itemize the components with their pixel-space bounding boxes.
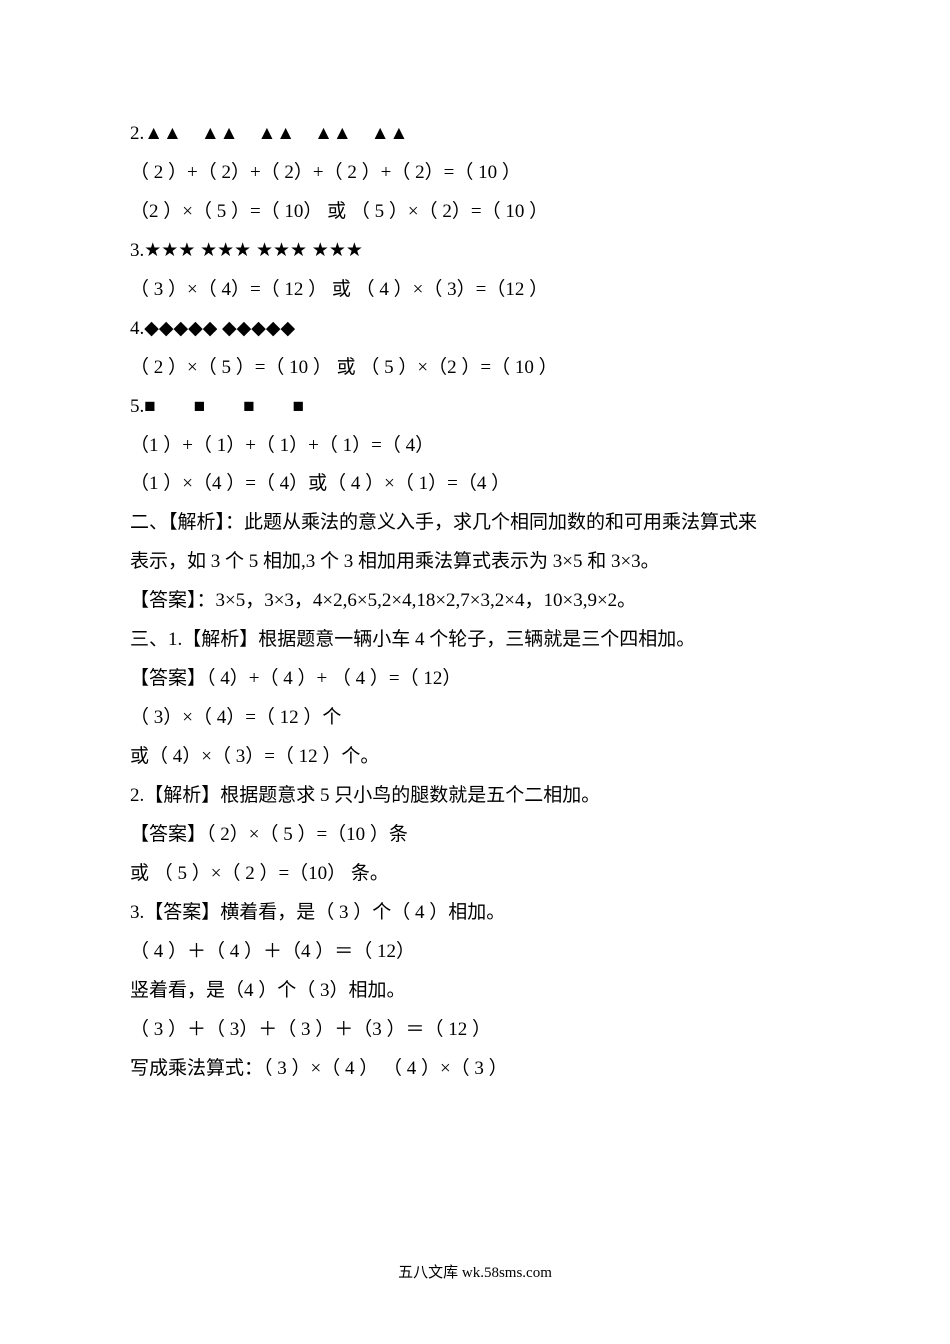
line-q3-multiplication: （ 3 ）×（ 4）=（ 12 ） 或 （ 4 ）×（ 3）=（12 ）: [130, 271, 820, 310]
page-footer: 五八文库 wk.58sms.com: [0, 1258, 950, 1289]
line-section3-q2-analysis: 2.【解析】根据题意求 5 只小鸟的腿数就是五个二相加。: [130, 777, 820, 816]
line-q5-addition: （1 ）+（ 1）+（ 1）+（ 1）=（ 4）: [130, 427, 820, 466]
line-section3-q1-analysis: 三、1.【解析】根据题意一辆小车 4 个轮子，三辆就是三个四相加。: [130, 621, 820, 660]
line-q2-symbols: 2.▲▲ ▲▲ ▲▲ ▲▲ ▲▲: [130, 115, 820, 154]
line-q2-addition: （ 2 ）+（ 2）+（ 2）+（ 2 ）+（ 2）=（ 10 ）: [130, 154, 820, 193]
line-section2-analysis-2: 表示，如 3 个 5 相加,3 个 3 相加用乘法算式表示为 3×5 和 3×3…: [130, 543, 820, 582]
line-section2-analysis-1: 二、【解析】：此题从乘法的意义入手，求几个相同加数的和可用乘法算式来: [130, 504, 820, 543]
line-q2-multiplication: （2 ）×（ 5 ）=（ 10） 或 （ 5 ）×（ 2）=（ 10 ）: [130, 193, 820, 232]
line-q5-multiplication: （1 ）×（4 ）=（ 4）或（ 4 ）×（ 1）=（4 ）: [130, 465, 820, 504]
line-q4-symbols: 4.◆◆◆◆◆ ◆◆◆◆◆: [130, 310, 820, 349]
line-section3-q2-answer-2: 或 （ 5 ）×（ 2 ）=（10） 条。: [130, 855, 820, 894]
line-section3-q1-answer-1: 【答案】（ 4）+（ 4 ）+ （ 4 ）=（ 12）: [130, 660, 820, 699]
line-section3-q1-answer-2: （ 3）×（ 4）=（ 12 ）个: [130, 699, 820, 738]
line-section3-q3-answer-2: （ 4 ）＋（ 4 ）＋（4 ）＝（ 12）: [130, 933, 820, 972]
line-section3-q3-answer-1: 3.【答案】横着看，是（ 3 ）个（ 4 ）相加。: [130, 894, 820, 933]
line-section2-answer: 【答案】：3×5，3×3，4×2,6×5,2×4,18×2,7×3,2×4，10…: [130, 582, 820, 621]
line-section3-q3-answer-4: （ 3 ）＋（ 3）＋（ 3 ）＋（3 ）＝（ 12 ）: [130, 1011, 820, 1050]
line-q5-symbols: 5.■ ■ ■ ■: [130, 388, 820, 427]
line-section3-q2-answer-1: 【答案】（ 2）×（ 5 ）=（10 ）条: [130, 816, 820, 855]
line-q4-multiplication: （ 2 ）×（ 5 ）=（ 10 ） 或 （ 5 ）×（2 ）=（ 10 ）: [130, 349, 820, 388]
line-section3-q1-answer-3: 或（ 4）×（ 3）=（ 12 ）个。: [130, 738, 820, 777]
line-section3-q3-answer-3: 竖着看，是（4 ）个（ 3）相加。: [130, 972, 820, 1011]
line-section3-q3-answer-5: 写成乘法算式：（ 3 ）×（ 4 ） （ 4 ）×（ 3 ）: [130, 1050, 820, 1089]
line-q3-symbols: 3.★★★ ★★★ ★★★ ★★★: [130, 232, 820, 271]
